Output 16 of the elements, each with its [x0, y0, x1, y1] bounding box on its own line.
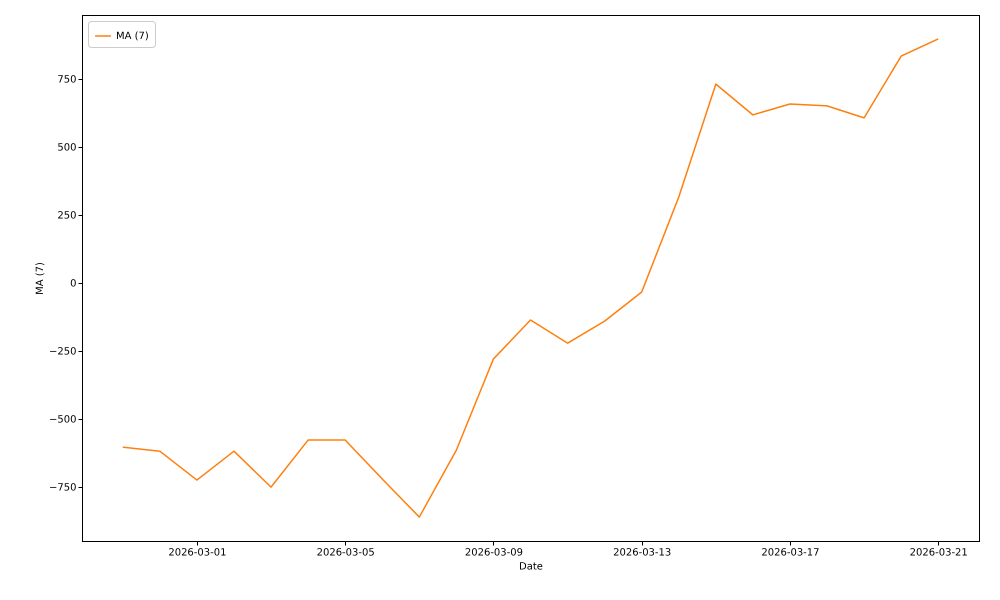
x-tick-label: 2026-03-05	[316, 548, 375, 558]
y-tick-label: 250	[57, 210, 76, 222]
y-tick-label: 750	[57, 74, 76, 86]
x-tick-label: 2026-03-13	[613, 548, 672, 558]
x-tick-label: 2026-03-21	[910, 548, 968, 558]
y-tick-label: 500	[57, 142, 76, 154]
y-tick-label: −250	[49, 346, 76, 358]
y-tick-label: −750	[49, 482, 76, 494]
x-tick-label: 2026-03-09	[464, 548, 523, 558]
y-axis-title: MA (7)	[35, 262, 46, 295]
x-axis-title: Date	[519, 562, 543, 572]
x-tick-label: 2026-03-01	[168, 548, 226, 558]
legend-label: MA (7)	[116, 31, 149, 42]
y-tick-label: 0	[70, 278, 76, 290]
y-tick-label: −500	[49, 414, 76, 426]
x-tick-label: 2026-03-17	[761, 548, 820, 558]
